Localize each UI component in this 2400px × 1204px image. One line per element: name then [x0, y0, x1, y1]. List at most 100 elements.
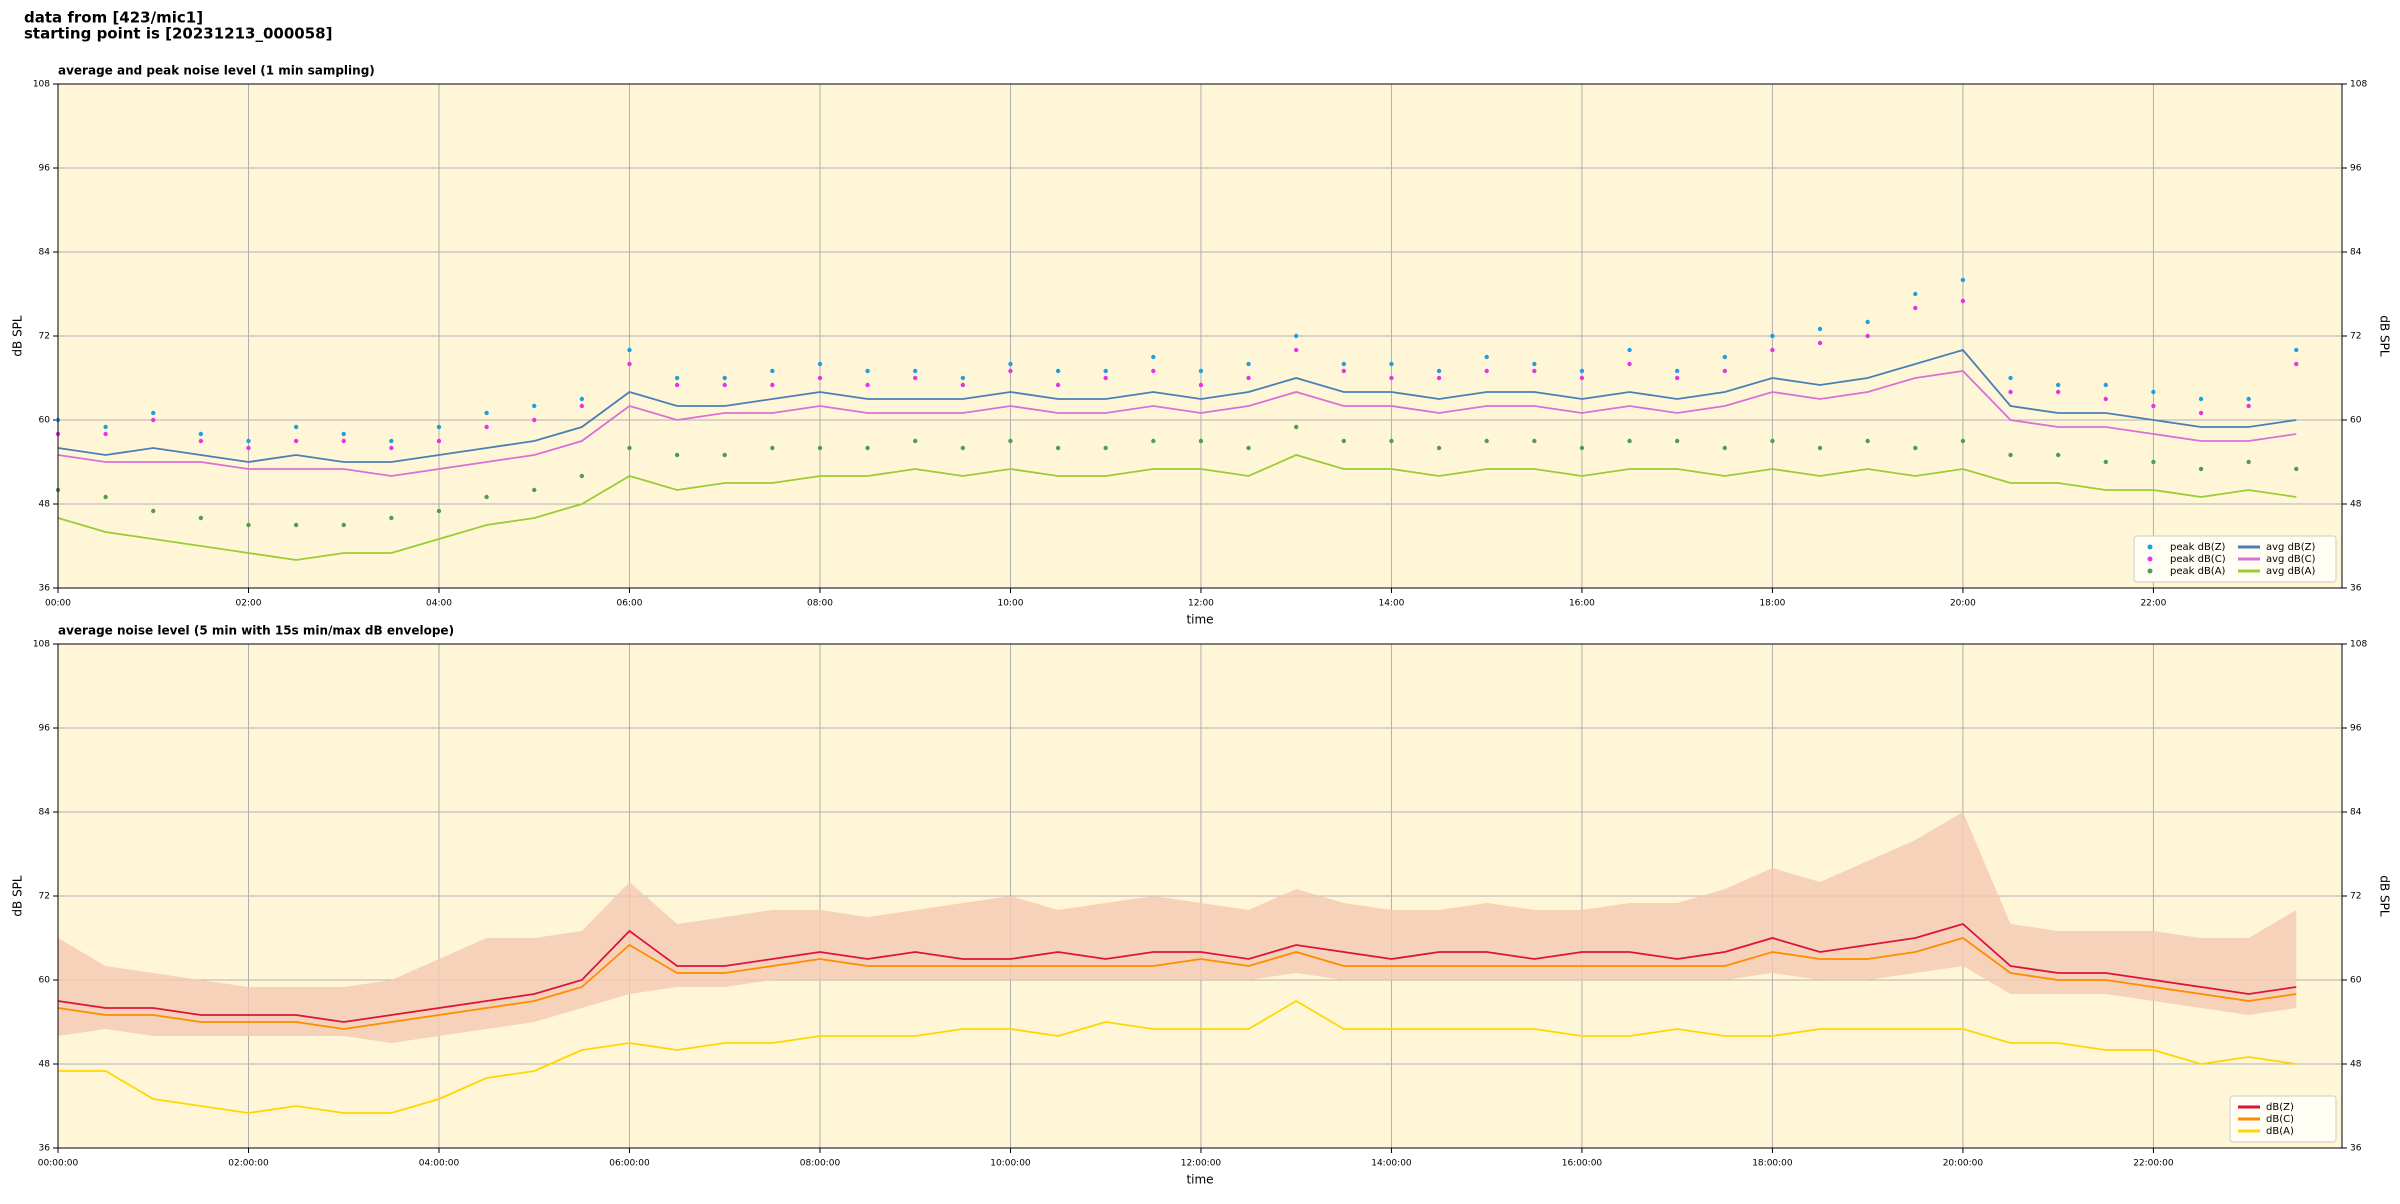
peak-point — [1341, 361, 1347, 367]
y-axis-label: dB SPL — [2378, 315, 2392, 357]
peak-point — [1674, 368, 1680, 374]
peak-point — [1293, 347, 1299, 353]
peak-point — [2008, 389, 2013, 395]
y-tick-label: 36 — [39, 584, 51, 594]
x-tick-label: 08:00 — [807, 599, 833, 609]
peak-point — [1627, 438, 1632, 444]
peak-point — [2198, 466, 2204, 472]
peak-point — [389, 445, 394, 451]
peak-point — [579, 396, 585, 402]
peak-point — [2294, 347, 2299, 353]
peak-point — [389, 438, 394, 444]
peak-point — [1008, 361, 1013, 367]
legend: peak dB(Z)peak dB(C)peak dB(A)avg dB(Z)a… — [2133, 535, 2337, 583]
legend-marker — [2147, 544, 2153, 550]
peak-point — [770, 445, 775, 451]
peak-point — [341, 522, 346, 528]
peak-point — [1579, 368, 1585, 374]
legend-label: dB(A) — [2266, 1126, 2294, 1137]
peak-point — [913, 368, 918, 374]
y-axis-label: dB SPL — [2378, 875, 2392, 917]
peak-point — [1246, 361, 1251, 367]
subplot: average and peak noise level (1 min samp… — [11, 64, 2392, 627]
y-tick-label: 72 — [2350, 892, 2361, 902]
series-line — [57, 922, 2297, 1023]
peak-point — [1532, 438, 1537, 444]
peak-point — [1484, 368, 1489, 374]
peak-point — [1389, 375, 1394, 381]
peak-point — [2294, 466, 2299, 472]
y-tick-label: 108 — [2350, 80, 2367, 90]
x-tick-label: 22:00 — [2140, 599, 2166, 609]
peak-point — [1722, 445, 1728, 451]
y-tick-label: 48 — [39, 500, 51, 510]
subplot-title: average and peak noise level (1 min samp… — [58, 64, 375, 78]
peak-point — [2246, 459, 2251, 465]
peak-point — [532, 417, 537, 423]
y-tick-label: 96 — [39, 724, 51, 734]
peak-point — [532, 487, 537, 493]
legend-label: peak dB(C) — [2170, 554, 2226, 565]
header-line: data from [423/mic1] — [24, 9, 203, 27]
x-tick-label: 18:00 — [1759, 599, 1785, 609]
peak-point — [1246, 445, 1251, 451]
peak-point — [1055, 368, 1061, 374]
y-tick-label: 72 — [39, 892, 50, 902]
x-tick-label: 12:00:00 — [1181, 1159, 1222, 1169]
peak-point — [1103, 375, 1108, 381]
peak-point — [913, 438, 918, 444]
x-tick-label: 04:00 — [426, 599, 452, 609]
y-tick-label: 60 — [39, 976, 51, 986]
peak-point — [674, 452, 680, 458]
y-tick-label: 108 — [33, 80, 50, 90]
peak-point — [865, 382, 870, 388]
legend-label: avg dB(Z) — [2266, 542, 2316, 553]
peak-point — [246, 522, 251, 528]
series-line — [57, 370, 2297, 477]
peak-point — [627, 445, 632, 451]
peak-point — [1722, 368, 1728, 374]
x-tick-label: 12:00 — [1188, 599, 1214, 609]
peak-point — [2294, 361, 2299, 367]
peak-point — [1817, 340, 1823, 346]
peak-point — [532, 403, 537, 409]
subplot: average noise level (5 min with 15s min/… — [11, 624, 2392, 1187]
peak-point — [865, 368, 870, 374]
y-tick-label: 96 — [2350, 724, 2362, 734]
peak-point — [817, 445, 823, 451]
y-tick-label: 96 — [39, 164, 51, 174]
peak-point — [1008, 368, 1013, 374]
peak-point — [198, 515, 204, 521]
peak-point — [1865, 319, 1870, 325]
peak-point — [2151, 459, 2156, 465]
y-tick-label: 108 — [2350, 640, 2367, 650]
peak-point — [817, 361, 823, 367]
peak-point — [2103, 382, 2108, 388]
plot-frame — [57, 83, 2343, 589]
peak-point — [627, 361, 632, 367]
peak-point — [1627, 361, 1632, 367]
legend-marker — [2147, 556, 2153, 562]
x-tick-label: 18:00:00 — [1752, 1159, 1793, 1169]
peak-point — [674, 375, 680, 381]
peak-point — [2246, 396, 2251, 402]
peak-point — [198, 431, 204, 437]
peak-point — [1055, 445, 1061, 451]
x-tick-label: 04:00:00 — [419, 1159, 460, 1169]
peak-point — [1770, 438, 1775, 444]
legend-label: dB(C) — [2266, 1114, 2294, 1125]
x-tick-label: 10:00 — [997, 599, 1023, 609]
peak-point — [293, 522, 299, 528]
peak-point — [1770, 333, 1775, 339]
peak-point — [151, 410, 156, 416]
peak-point — [2103, 459, 2108, 465]
peak-point — [341, 438, 346, 444]
y-tick-label: 48 — [2350, 1060, 2362, 1070]
y-tick-label: 36 — [2350, 1144, 2362, 1154]
legend-label: peak dB(A) — [2170, 566, 2226, 577]
peak-point — [2055, 452, 2061, 458]
peak-point — [817, 375, 823, 381]
peak-point — [293, 424, 299, 430]
y-tick-label: 84 — [2350, 248, 2362, 258]
